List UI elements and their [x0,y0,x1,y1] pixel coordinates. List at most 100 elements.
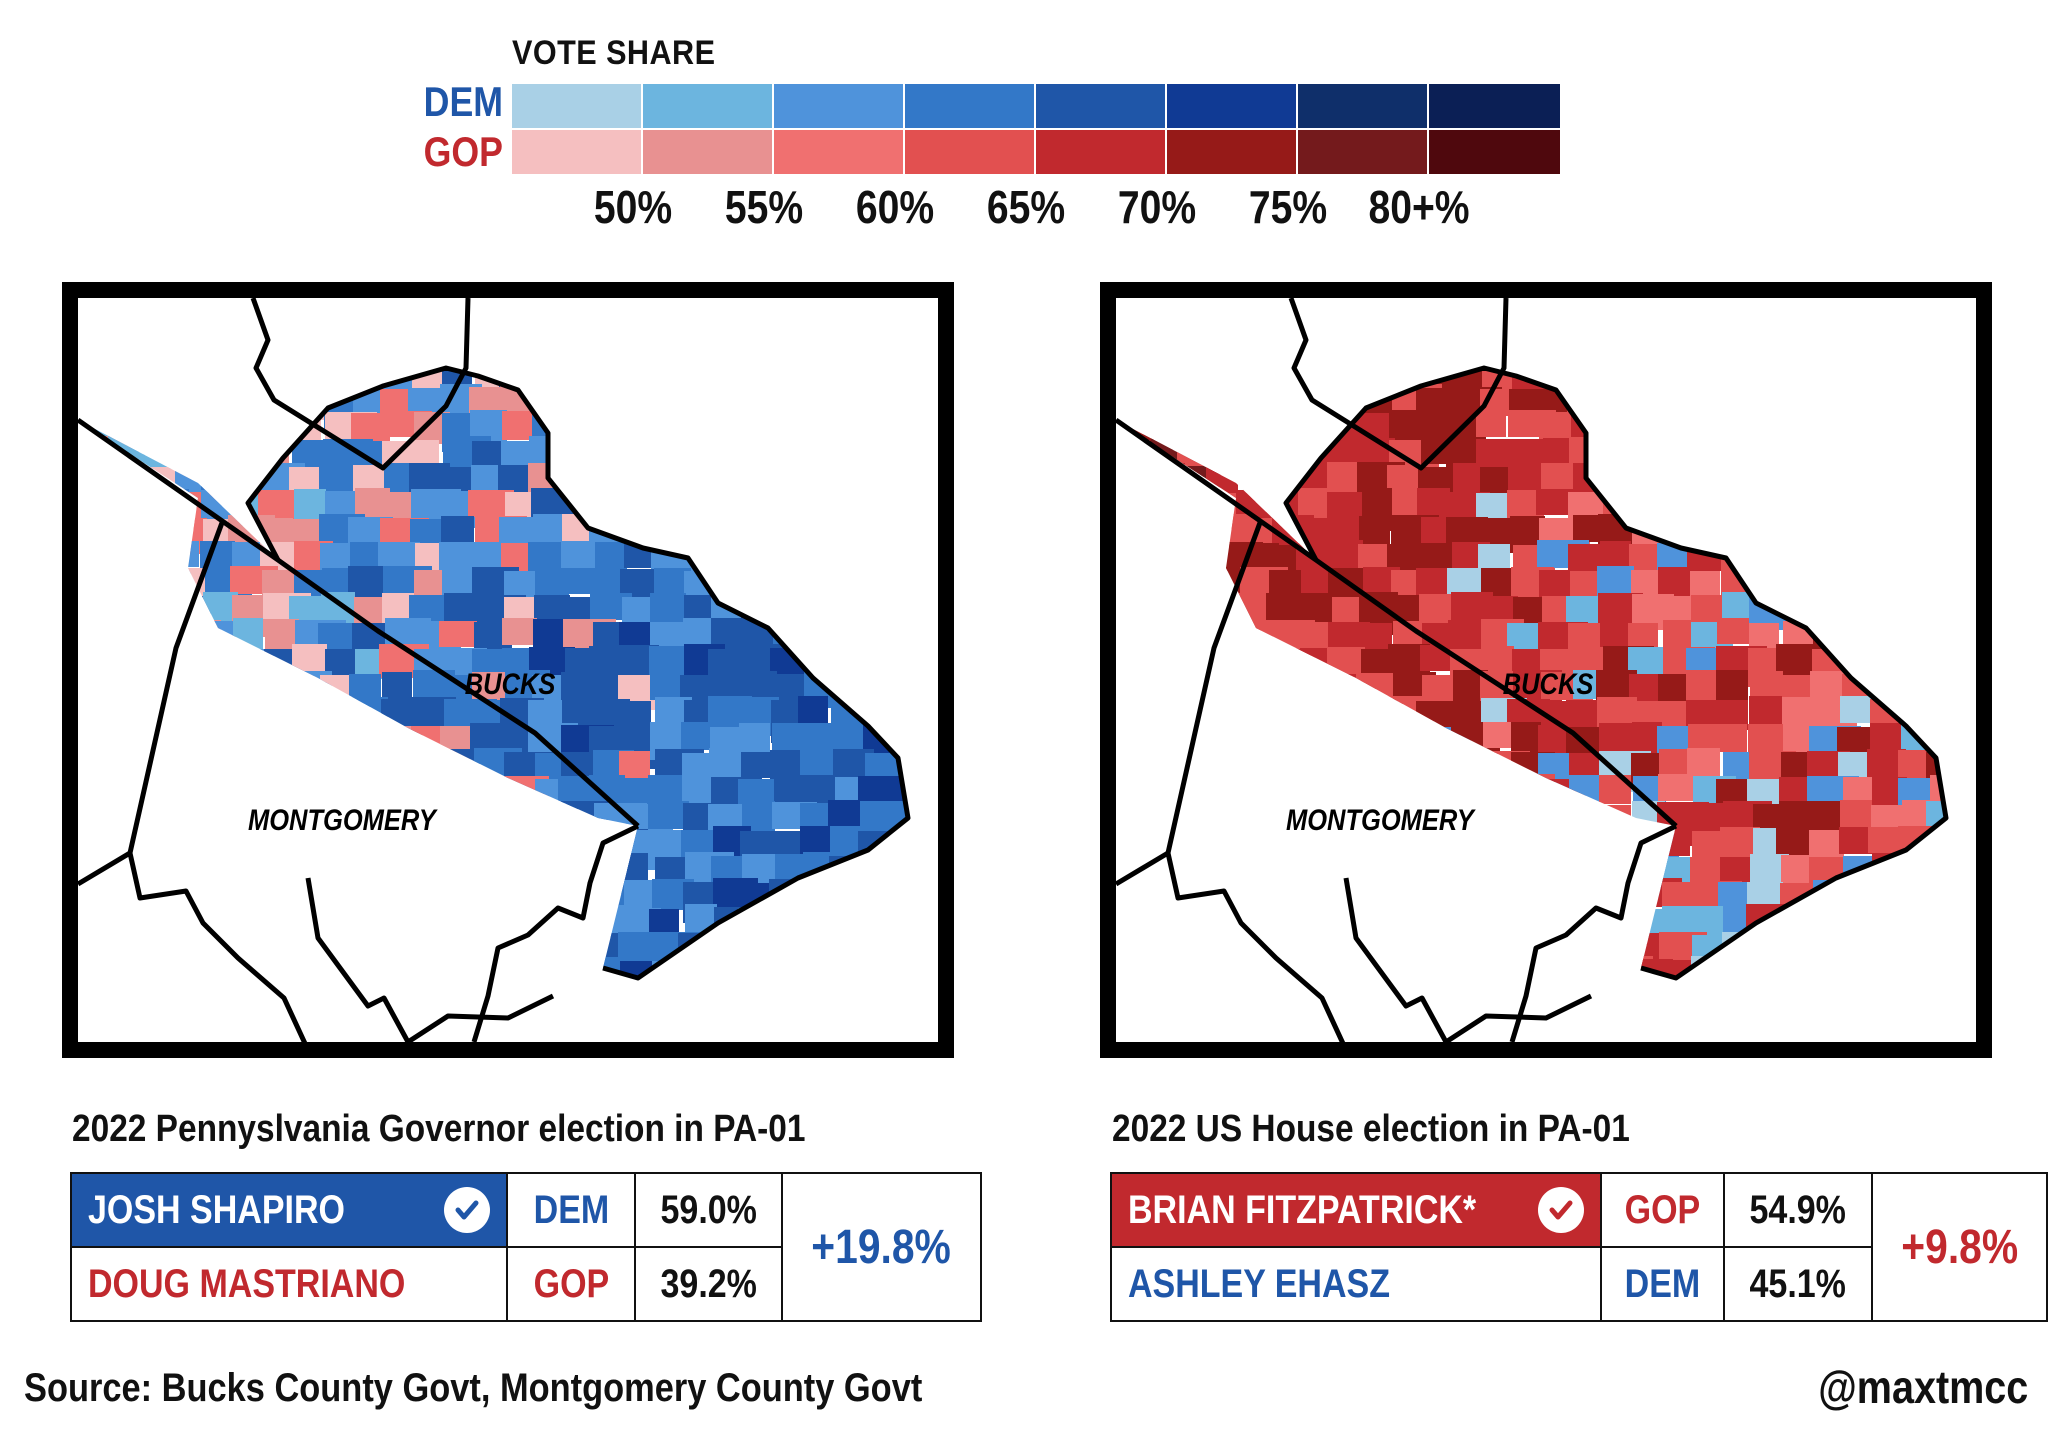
legend-tick: 70% [1117,181,1197,233]
precinct-tile [741,544,773,579]
precinct-tile [321,984,366,1018]
precinct-tile [1811,595,1845,626]
precinct-tile [1601,805,1631,832]
precinct-tile [1123,368,1173,401]
precinct-tile [715,515,748,543]
governor-results-title: 2022 Pennyslvania Governor election in P… [72,1108,806,1150]
gop-swatch [905,130,1036,174]
precinct-tile [1211,722,1254,758]
precinct-tile [1838,436,1888,473]
precinct-tile [1780,542,1831,569]
precinct-tile [1810,413,1858,453]
precinct-tile [1930,514,1946,546]
precinct-tile [1116,386,1155,427]
precinct-tile [1933,368,1946,397]
precinct-tile [1482,856,1534,895]
precinct-tile [263,906,300,948]
precinct-tile [1717,618,1749,644]
precinct-tile [169,956,216,978]
precinct-tile [774,439,827,470]
precinct-tile [1633,368,1674,396]
precinct-tile [1386,879,1430,922]
precinct-tile [474,827,521,870]
precinct-tile [112,982,155,1021]
precinct-tile [890,802,908,839]
precinct-tile [1296,957,1349,978]
precinct-tile [200,883,244,919]
precinct-tile [350,750,399,779]
precinct-tile [260,700,300,736]
precinct-tile [261,673,295,708]
precinct-tile [142,957,180,978]
precinct-tile [1327,985,1359,1018]
precinct-tile [288,722,324,765]
precinct-tile [833,986,870,1022]
house-winner-name: BRIAN FITZPATRICK* [1128,1187,1477,1232]
precinct-tile [1118,568,1157,605]
precinct-tile [800,411,836,452]
precinct-tile [138,368,177,391]
precinct-tile [291,908,328,934]
precinct-tile [1690,410,1732,439]
precinct-tile [228,412,271,444]
precinct-tile [650,672,684,700]
precinct-tile [679,983,723,1019]
precinct-tile [501,879,533,912]
precinct-tile [681,490,717,516]
precinct-tile [618,853,648,883]
precinct-tile [79,957,130,978]
precinct-tile [145,386,181,429]
precinct-tile [1182,982,1235,1020]
precinct-tile [773,934,809,967]
precinct-tile [85,777,119,818]
precinct-tile [1783,724,1814,753]
precinct-tile [1362,776,1400,804]
precinct-tile [259,414,297,443]
precinct-tile [1753,368,1795,403]
precinct-tile [1482,935,1513,976]
table-row: DOUG MASTRIANO GOP 39.2% [70,1246,981,1322]
gop-swatch [643,130,774,174]
precinct-tile [588,957,622,978]
precinct-tile [1721,386,1760,418]
precinct-tile [1570,829,1604,872]
precinct-tile [410,957,452,978]
precinct-tile [831,594,867,633]
precinct-tile [1896,857,1944,883]
precinct-tile [1926,412,1946,440]
precinct-tile [1600,541,1631,570]
precinct-tile [740,568,793,600]
precinct-tile [801,882,836,915]
precinct-tile [798,517,835,547]
precinct-tile [1389,932,1420,958]
precinct-tile [773,515,806,556]
precinct-tile [144,541,182,571]
precinct-tile [325,723,372,752]
precinct-tile [1482,880,1515,906]
precinct-tile [1207,440,1239,475]
precinct-tile [1839,368,1875,401]
precinct-tile [82,675,114,709]
precinct-tile [563,959,596,978]
precinct-tile [1902,545,1943,579]
precinct-tile [79,571,118,605]
precinct-tile [1297,853,1332,884]
precinct-tile [1929,438,1946,467]
precinct-tile [684,413,729,450]
precinct-tile [1932,826,1946,868]
precinct-tile [108,368,146,398]
precinct-tile [110,696,162,724]
precinct-tile [409,463,450,492]
precinct-tile [1750,933,1792,974]
precinct-tile [1212,645,1246,681]
precinct-tile [1806,986,1850,1029]
party-cell: GOP [506,1246,636,1322]
precinct-tile [1900,619,1931,651]
precinct-tile [861,570,892,610]
precinct-tile [681,385,722,411]
precinct-tile [893,593,908,632]
precinct-tile [113,519,165,555]
precinct-tile [1627,411,1661,446]
precinct-tile [172,803,211,829]
table-row: JOSH SHAPIRO DEM 59.0% +19.8% [70,1172,982,1322]
